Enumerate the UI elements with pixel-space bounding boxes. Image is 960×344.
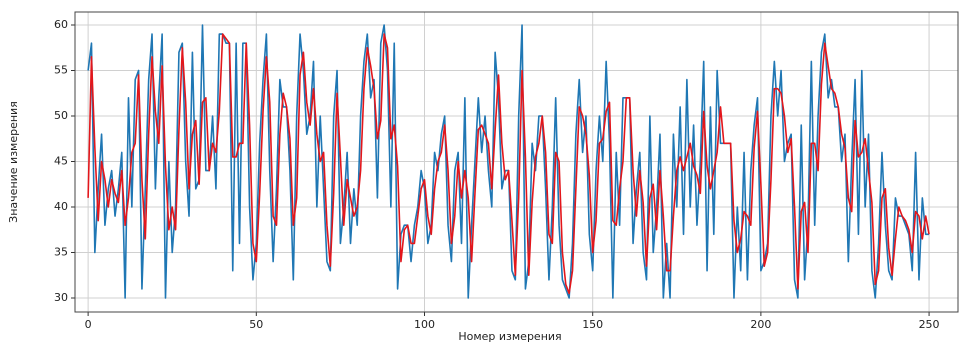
y-tick-label: 40	[54, 200, 68, 213]
y-tick-label: 55	[54, 64, 68, 77]
x-tick-label: 200	[750, 318, 771, 331]
x-axis-label: Номер измерения	[458, 330, 561, 343]
y-axis-label: Значение измерения	[7, 101, 20, 223]
x-tick-label: 50	[249, 318, 263, 331]
y-tick-label: 50	[54, 109, 68, 122]
x-tick-label: 250	[919, 318, 940, 331]
y-tick-label: 30	[54, 291, 68, 304]
data-line	[87, 33, 930, 295]
y-tick-label: 45	[54, 154, 68, 167]
x-tick-label: 150	[582, 318, 603, 331]
y-tick-label: 35	[54, 245, 68, 258]
plot-frame	[74, 11, 959, 313]
y-tick-label: 60	[54, 18, 68, 31]
x-tick-label: 0	[85, 318, 92, 331]
x-tick-label: 100	[414, 318, 435, 331]
